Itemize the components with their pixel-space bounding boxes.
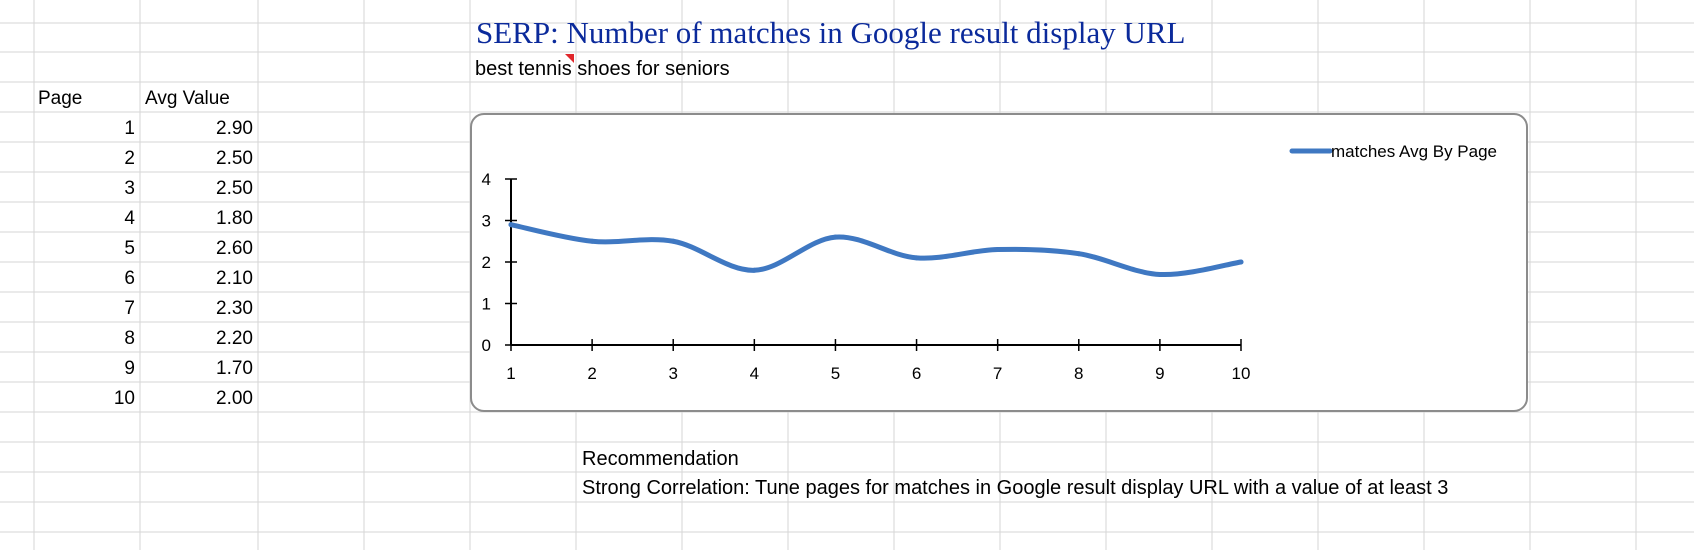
table-cell-page[interactable]: 5: [124, 238, 135, 259]
recommendation-text: Strong Correlation: Tune pages for match…: [582, 477, 1449, 499]
table-cell-avg-value[interactable]: 2.00: [216, 388, 253, 409]
x-tick-label: 5: [831, 364, 840, 383]
data-point: [914, 255, 920, 261]
x-tick-label: 7: [993, 364, 1002, 383]
y-tick-label: 3: [482, 212, 491, 231]
x-tick-label: 4: [750, 364, 759, 383]
data-point: [589, 238, 595, 244]
x-tick-label: 6: [912, 364, 921, 383]
sheet-title: SERP: Number of matches in Google result…: [476, 15, 1186, 50]
table-cell-page[interactable]: 9: [124, 358, 135, 379]
keyword-cell[interactable]: best tennis shoes for seniors: [475, 58, 730, 80]
chart-frame[interactable]: [470, 113, 1528, 412]
y-tick-label: 0: [482, 336, 491, 355]
data-point: [995, 247, 1001, 253]
x-tick-label: 2: [587, 364, 596, 383]
data-point: [832, 234, 838, 240]
table-cell-avg-value[interactable]: 2.20: [216, 328, 253, 349]
data-point: [508, 222, 514, 228]
table-cell-avg-value[interactable]: 1.80: [216, 208, 253, 229]
data-point: [670, 238, 676, 244]
column-header-page[interactable]: Page: [38, 88, 83, 109]
recommendation-heading: Recommendation: [582, 448, 739, 470]
table-cell-avg-value[interactable]: 2.50: [216, 178, 253, 199]
table-cell-page[interactable]: 3: [124, 178, 135, 199]
y-tick-label: 2: [482, 253, 491, 272]
series-line-matches-avg-by-page: [508, 222, 1244, 277]
data-point: [1157, 271, 1163, 277]
table-cell-avg-value[interactable]: 2.60: [216, 238, 253, 259]
table-cell-avg-value[interactable]: 2.10: [216, 268, 253, 289]
y-tick-label: 1: [482, 295, 491, 314]
table-cell-page[interactable]: 7: [124, 298, 135, 319]
x-tick-label: 8: [1074, 364, 1083, 383]
table-cell-page[interactable]: 6: [124, 268, 135, 289]
table-cell-page[interactable]: 4: [124, 208, 135, 229]
data-point: [1076, 251, 1082, 257]
y-tick-label: 4: [482, 170, 491, 189]
x-tick-label: 9: [1155, 364, 1164, 383]
table-cell-avg-value[interactable]: 2.90: [216, 118, 253, 139]
data-point: [751, 267, 757, 273]
x-tick-label: 1: [506, 364, 515, 383]
x-tick-label: 3: [668, 364, 677, 383]
table-cell-page[interactable]: 8: [124, 328, 135, 349]
comment-indicator-icon[interactable]: [565, 54, 574, 63]
table-cell-page[interactable]: 10: [113, 388, 135, 409]
x-tick-label: 10: [1232, 364, 1251, 383]
column-header-avg-value[interactable]: Avg Value: [145, 88, 230, 109]
table-cell-page[interactable]: 1: [124, 118, 135, 139]
table-cell-avg-value[interactable]: 2.30: [216, 298, 253, 319]
table-cell-page[interactable]: 2: [124, 148, 135, 169]
table-cell-avg-value[interactable]: 1.70: [216, 358, 253, 379]
legend-label: matches Avg By Page: [1331, 142, 1497, 161]
data-point: [1238, 259, 1244, 265]
table-cell-avg-value[interactable]: 2.50: [216, 148, 253, 169]
